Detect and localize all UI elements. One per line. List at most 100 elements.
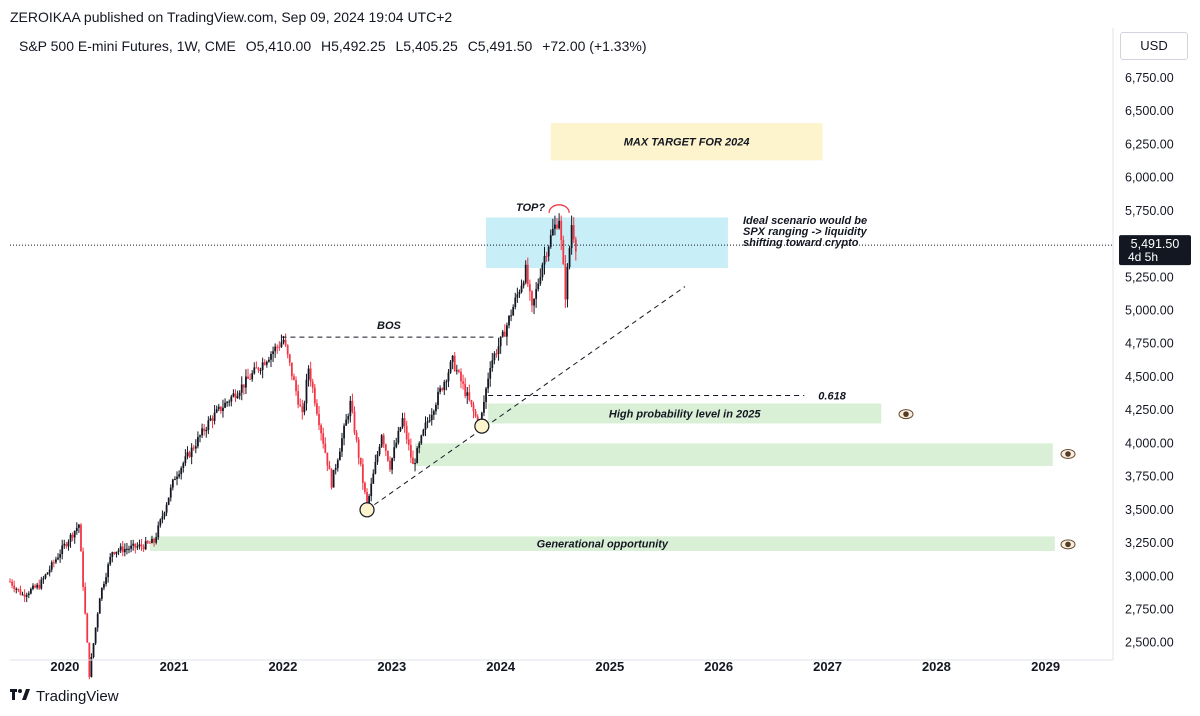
candle-body (341, 438, 343, 452)
currency-button[interactable]: USD (1120, 32, 1188, 60)
candle-body (128, 548, 130, 550)
dashed-line-2 (366, 286, 686, 511)
x-tick-label: 2024 (486, 659, 516, 674)
y-tick-label: 3,750.00 (1125, 470, 1174, 484)
zone-1 (486, 217, 728, 268)
candle-body (140, 544, 143, 547)
publisher-line: ZEROIKAA published on TradingView.com, S… (10, 9, 453, 25)
candle-body (353, 411, 356, 433)
candle-body (203, 428, 206, 432)
candle-body (366, 491, 368, 506)
candle-body (32, 585, 34, 590)
candle-body (466, 392, 469, 396)
eye-pupil (1065, 451, 1071, 457)
candle-body (501, 331, 504, 337)
candle-body (267, 359, 270, 362)
candle-body (36, 584, 39, 588)
symbol-name[interactable]: S&P 500 E-mini Futures, 1W, CME (19, 38, 236, 54)
candle-body (115, 551, 118, 554)
candle-body (412, 457, 414, 465)
candle-body (526, 264, 529, 285)
candle-body (503, 331, 506, 337)
candle-body (326, 452, 329, 466)
candle-body (518, 292, 521, 295)
candle-body (265, 361, 268, 365)
candle-body (380, 435, 383, 447)
candle-body (545, 256, 548, 258)
candle-body (219, 406, 222, 411)
candles (9, 213, 577, 680)
candle-body (126, 548, 128, 550)
candle-body (524, 264, 527, 283)
y-tick-label: 3,500.00 (1125, 503, 1174, 517)
candle-body (270, 353, 272, 360)
candle-body (236, 395, 239, 399)
candle-body (29, 589, 32, 594)
candle-body (506, 325, 508, 337)
ohlc-close: C5,491.50 (467, 38, 533, 54)
candle-body (554, 224, 556, 229)
top-label: TOP? (516, 202, 545, 214)
candle-body (107, 564, 110, 578)
candle-body (316, 403, 318, 414)
candle-body (73, 530, 76, 538)
candle-body (305, 379, 308, 404)
candle-body (201, 428, 203, 436)
y-tick-label: 6,750.00 (1125, 71, 1174, 85)
candle-body (405, 425, 408, 440)
candle-body (90, 657, 93, 677)
candle-body (399, 427, 402, 431)
candle-body (522, 282, 525, 286)
candle-body (512, 307, 515, 316)
candle-body (123, 548, 126, 553)
candle-body (96, 613, 99, 628)
candle-body (397, 430, 400, 443)
candle-body (146, 541, 149, 543)
candle-body (92, 643, 95, 658)
zone-0 (550, 123, 823, 161)
candle-body (393, 447, 396, 459)
candle-body (153, 538, 155, 543)
candle-body (455, 370, 458, 372)
ohlc-open: O5,410.00 (245, 38, 312, 54)
candle-body (330, 469, 333, 488)
candle-body (328, 465, 331, 470)
candle-body (280, 342, 283, 347)
bos-label: BOS (377, 320, 402, 332)
candle-body (551, 228, 554, 236)
candle-body (332, 469, 335, 488)
candle-body (572, 225, 575, 240)
candle-body (245, 376, 247, 388)
candle-body (261, 362, 264, 370)
price-label-countdown: 4d 5h (1128, 250, 1158, 264)
x-tick-label: 2027 (813, 659, 842, 674)
candle-body (382, 435, 385, 445)
x-tick-label: 2022 (268, 659, 297, 674)
candle-body (169, 487, 172, 498)
candle-body (372, 473, 375, 484)
candle-body (508, 315, 510, 326)
candle-body (209, 418, 212, 421)
eye-icon-2 (1060, 539, 1076, 550)
x-tick-label: 2020 (50, 659, 79, 674)
candle-body (549, 235, 552, 247)
candle-body (134, 543, 137, 548)
candle-body (303, 403, 306, 413)
candle-body (274, 346, 277, 352)
y-tick-label: 5,250.00 (1125, 270, 1174, 284)
candle-body (59, 554, 62, 558)
zone-label-2: High probability level in 2025 (609, 408, 761, 420)
tradingview-footer[interactable]: TradingView (10, 688, 119, 705)
candle-body (217, 406, 220, 410)
candle-body (226, 402, 229, 404)
x-tick-label: 2025 (595, 659, 624, 674)
candle-body (211, 418, 214, 421)
candle-body (157, 525, 160, 538)
candle-body (449, 361, 452, 373)
y-tick-label: 4,750.00 (1125, 337, 1174, 351)
candle-body (130, 545, 132, 549)
candle-body (295, 380, 297, 392)
candle-body (290, 362, 293, 377)
candle-body (50, 562, 53, 570)
